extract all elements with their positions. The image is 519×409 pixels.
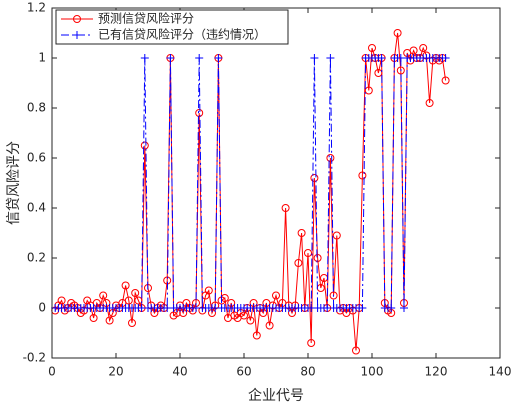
- point: [364, 86, 373, 95]
- legend-label: 已有信贷风险评分（违约情况）: [98, 27, 266, 42]
- point: [332, 231, 341, 240]
- point: [89, 314, 98, 322]
- x-tick-label: 20: [108, 365, 123, 379]
- point: [140, 54, 149, 62]
- point: [374, 69, 383, 77]
- point: [400, 304, 408, 312]
- point: [368, 44, 376, 52]
- point: [441, 76, 450, 85]
- point: [252, 331, 261, 340]
- point: [387, 304, 396, 312]
- x-tick-label: 80: [300, 365, 315, 379]
- point: [128, 319, 136, 327]
- x-axis-label: 企业代号: [248, 387, 304, 404]
- point: [294, 259, 303, 267]
- point: [195, 54, 204, 62]
- x-tick-label: 40: [172, 365, 187, 379]
- y-tick-label: 1: [38, 51, 46, 65]
- point: [140, 141, 149, 150]
- y-tick-label: 0.8: [27, 101, 46, 115]
- y-tick-label: 0: [38, 301, 46, 315]
- legend-marker: [73, 31, 81, 39]
- y-axis-label: 信贷风险评分: [6, 141, 22, 225]
- point: [99, 291, 108, 300]
- point: [195, 109, 204, 117]
- point: [246, 316, 255, 325]
- y-tick-label: 0.2: [27, 251, 46, 265]
- point: [105, 316, 114, 325]
- legend-marker: [73, 15, 81, 23]
- point: [297, 229, 306, 237]
- point: [265, 321, 274, 330]
- y-tick-label: 0.6: [27, 151, 46, 165]
- point: [281, 204, 290, 212]
- y-tick-label: 1.2: [27, 1, 46, 15]
- point: [358, 304, 367, 312]
- point: [326, 154, 335, 162]
- point: [313, 254, 322, 262]
- x-tick-label: 0: [48, 365, 56, 379]
- point: [425, 99, 434, 107]
- point: [393, 29, 402, 37]
- point: [131, 289, 140, 297]
- point: [441, 54, 450, 62]
- legend-label: 预测信贷风险评分: [98, 11, 194, 26]
- point: [377, 54, 386, 62]
- point: [204, 286, 213, 295]
- x-tick-label: 100: [361, 365, 384, 379]
- point: [326, 54, 335, 62]
- x-tick-label: 60: [236, 365, 251, 379]
- point: [352, 346, 360, 355]
- plot-frame: [51, 7, 501, 359]
- point: [419, 44, 428, 52]
- legend-box: [55, 9, 289, 45]
- point: [214, 54, 223, 62]
- point: [121, 281, 130, 290]
- point: [304, 249, 312, 257]
- point: [307, 339, 316, 347]
- point: [166, 54, 175, 62]
- y-tick-label: -0.2: [23, 351, 46, 365]
- point: [396, 66, 405, 75]
- point: [329, 291, 338, 300]
- point: [272, 291, 280, 300]
- point: [310, 174, 319, 182]
- point: [310, 54, 319, 62]
- point: [358, 171, 367, 180]
- y-tick-label: 0.4: [27, 201, 46, 215]
- x-tick-label: 140: [489, 365, 512, 379]
- x-tick-label: 120: [425, 365, 448, 379]
